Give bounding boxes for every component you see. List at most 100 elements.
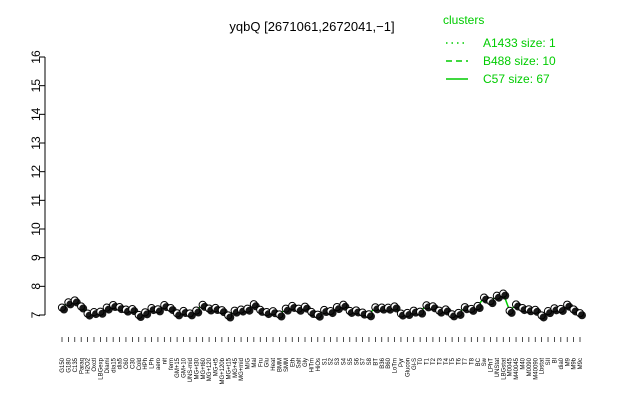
point-dark-26	[226, 313, 235, 322]
point-dark-13	[143, 310, 152, 319]
x-tick-label-30: Mal	[252, 358, 258, 368]
x-tick-label-39: HiTm	[310, 358, 316, 372]
y-tick-label-9: 16	[29, 50, 43, 64]
x-tick-label-27: MG+45	[233, 357, 239, 378]
point-dark-69	[501, 291, 510, 300]
y-tick-label-0: 7	[29, 311, 43, 318]
point-dark-40	[315, 312, 324, 321]
x-tick-label-6: LBGexp	[98, 357, 104, 379]
point-dark-42	[328, 309, 337, 318]
x-tick-label-49: BT	[373, 358, 379, 366]
x-tick-label-44: S4	[341, 357, 347, 365]
x-tick-label-63: T7	[463, 357, 469, 365]
x-tick-label-71: M40045	[514, 357, 520, 379]
point-dark-78	[558, 306, 567, 315]
x-tick-label-50: B36	[380, 357, 386, 368]
x-tick-label-18: GM+15	[175, 357, 181, 378]
x-tick-label-26: MG+t15	[226, 357, 232, 379]
x-tick-label-20: UNS-mid	[188, 358, 194, 382]
y-tick-label-5: 12	[29, 165, 43, 179]
x-tick-label-51: B60	[386, 357, 392, 368]
x-tick-label-2: C135	[73, 357, 79, 372]
point-dark-6	[98, 309, 107, 318]
legend-entry-2: B488 size: 10	[483, 54, 556, 68]
y-tick-label-1: 8	[29, 283, 43, 290]
x-tick-label-24: MG+t5	[214, 357, 220, 376]
x-tick-label-25: MG+120b	[220, 357, 226, 384]
x-tick-label-19: GM+10	[182, 357, 188, 378]
x-tick-label-70: M0045	[508, 357, 514, 376]
x-tick-label-35: SMM	[284, 358, 290, 372]
x-tick-label-54: Glucon	[405, 358, 411, 377]
x-tick-label-45: S5	[348, 357, 354, 365]
point-dark-70	[507, 308, 516, 317]
y-tick-label-8: 15	[29, 79, 43, 93]
x-tick-label-81: M9c	[578, 358, 584, 369]
x-tick-label-74: M40090	[533, 357, 539, 379]
point-dark-29	[245, 306, 254, 315]
y-tick-label-4: 11	[29, 194, 43, 207]
x-tick-label-41: S1	[322, 357, 328, 365]
legend: clusters A1433 size: 1 B488 size: 10 C57…	[443, 13, 556, 86]
point-dark-75	[539, 313, 548, 322]
x-tick-label-11: C30	[130, 357, 136, 369]
x-tick-label-52: LoTm	[393, 358, 399, 373]
x-tick-label-13: HPh	[143, 358, 149, 370]
point-dark-0	[60, 305, 69, 314]
legend-title: clusters	[443, 13, 484, 27]
x-tick-label-3: Paraq	[79, 358, 85, 374]
x-tick-label-80: M9b	[572, 357, 578, 369]
x-tick-label-7: Diami	[105, 358, 111, 373]
point-dark-56	[418, 309, 427, 318]
x-tick-label-38: Gly	[303, 358, 309, 367]
points-group	[57, 289, 587, 322]
x-tick-label-79: M9	[565, 357, 571, 366]
x-tick-label-46: S6	[354, 357, 360, 365]
y-tick-label-6: 13	[29, 136, 43, 150]
point-dark-34	[277, 312, 286, 321]
x-tick-label-61: T5	[450, 357, 456, 365]
x-tick-label-66: Sw	[482, 357, 488, 366]
legend-entry-1: A1433 size: 1	[483, 36, 556, 50]
y-axis: 7 8 9 10 11 12 13 14 15 16	[29, 50, 46, 318]
x-tick-label-10: C60	[124, 357, 130, 369]
x-tick-label-75: Lbstat	[540, 358, 546, 375]
x-tick-label-12: Cold	[137, 358, 143, 370]
x-tick-label-15: aero	[156, 357, 162, 370]
x-tick-label-72: M40	[521, 357, 527, 369]
chart-title: yqbQ [2671061,2672041,−1]	[229, 19, 394, 34]
x-tick-label-21: MG+t30	[194, 357, 200, 379]
point-dark-15	[155, 307, 164, 316]
x-tick-label-69: LBGstat	[501, 358, 507, 380]
x-tick-label-60: T4	[444, 357, 450, 365]
x-tick-label-53: Pyr	[399, 358, 405, 367]
x-tick-label-28: MG+mid	[239, 358, 245, 381]
x-tick-label-9: dia5	[118, 357, 124, 369]
x-tick-label-78: dia0	[559, 357, 565, 369]
x-tick-label-23: MG+120	[207, 357, 213, 381]
x-tick-label-77: Bl	[553, 358, 559, 363]
x-tick-label-48: S8	[367, 357, 373, 365]
point-dark-67	[488, 299, 497, 308]
x-tick-label-8: dia15	[111, 357, 117, 372]
x-tick-label-40: HiOs	[316, 358, 322, 371]
x-tick-label-37: Salt	[297, 358, 303, 369]
x-tick-label-55: Gl-S	[412, 358, 418, 370]
x-tick-label-57: T1	[425, 357, 431, 365]
x-tick-label-65: BC	[476, 357, 482, 366]
x-tick-label-17: ferm	[169, 358, 175, 370]
x-tick-label-76: SII	[546, 358, 552, 366]
x-tick-label-68: UNStat	[495, 358, 501, 378]
point-dark-21	[194, 308, 203, 317]
x-tick-label-42: S2	[329, 357, 335, 365]
y-tick-label-2: 9	[29, 254, 43, 261]
point-dark-65	[475, 304, 484, 313]
x-tick-label-33: Heat	[271, 358, 277, 371]
x-tick-label-32: Glu	[265, 358, 271, 367]
x-tick-label-16: nit	[162, 358, 168, 365]
x-tick-label-4: H2O2	[86, 357, 92, 373]
point-dark-3	[79, 304, 88, 313]
x-tick-label-0: G150	[60, 357, 66, 372]
point-dark-52	[392, 304, 401, 313]
